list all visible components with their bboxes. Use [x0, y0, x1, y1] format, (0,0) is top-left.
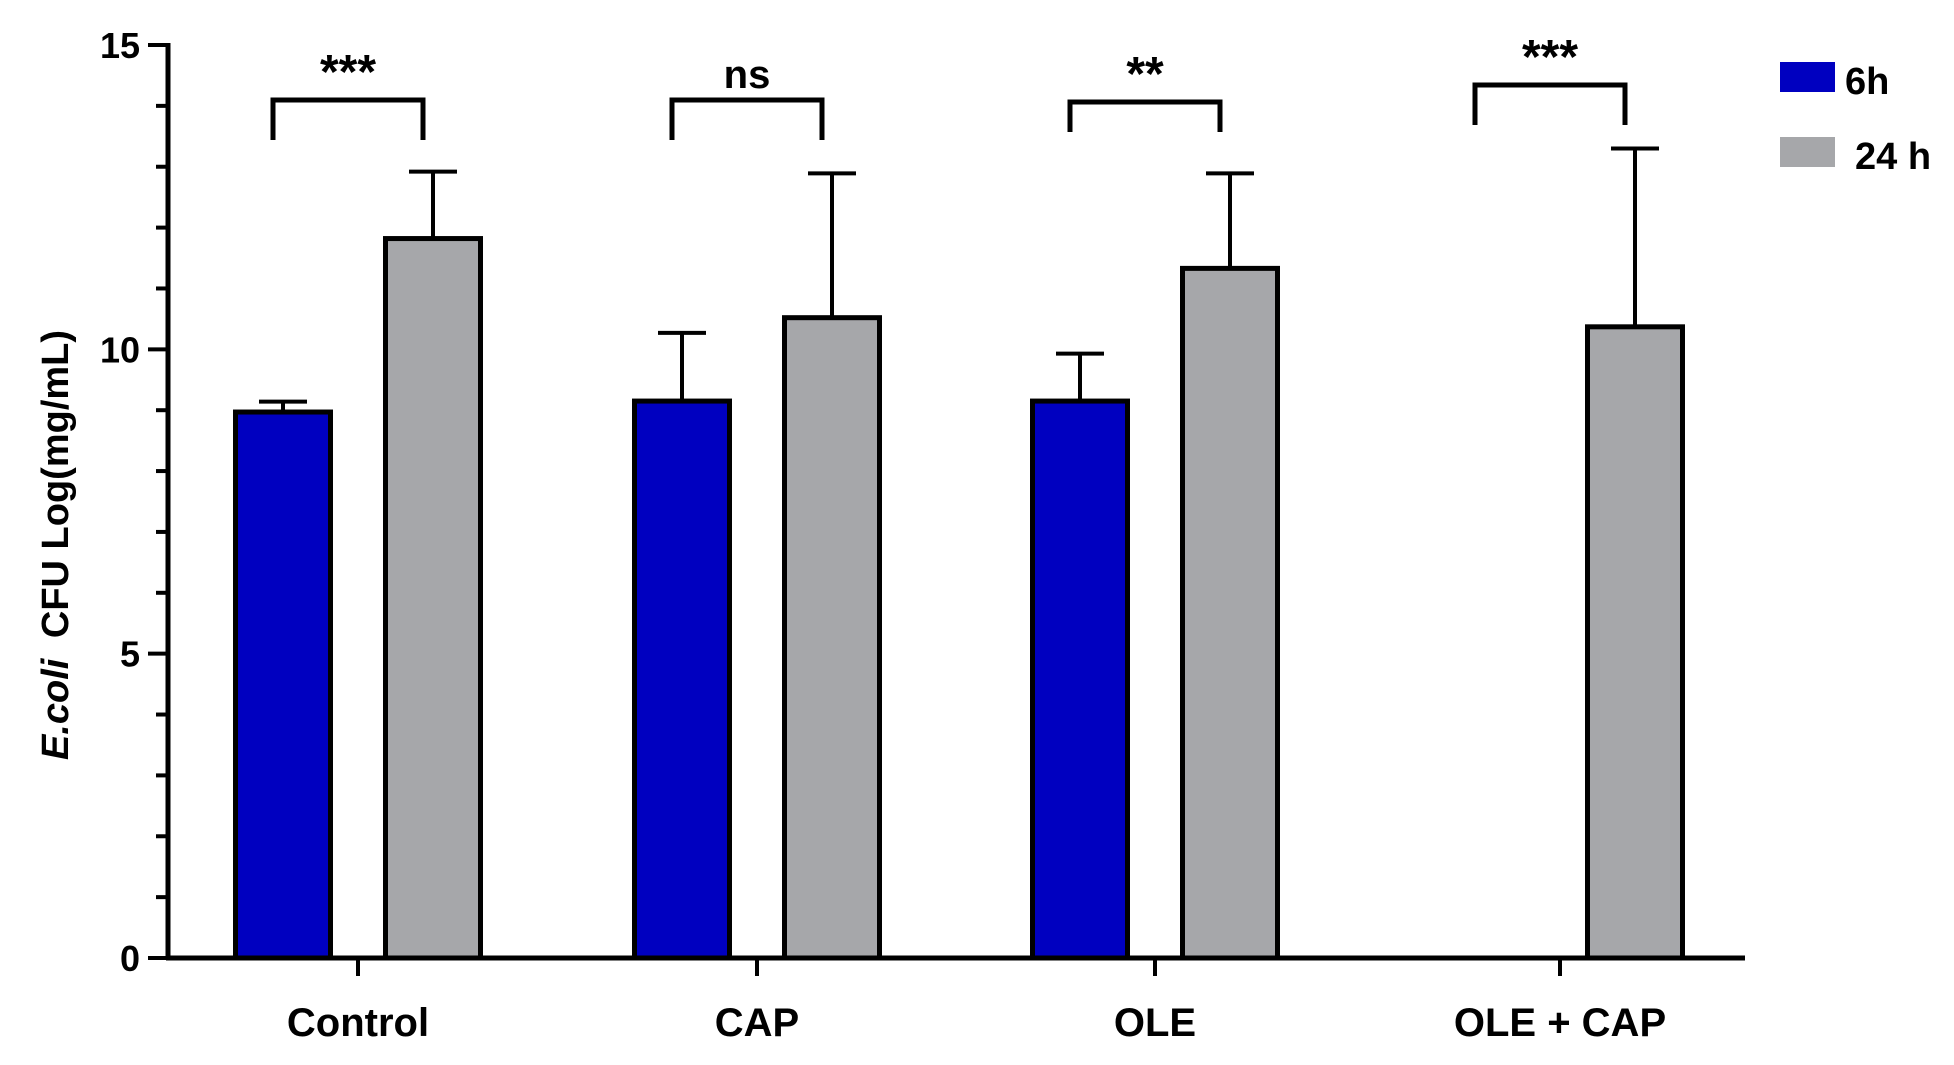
- y-tick-label: 5: [120, 634, 140, 675]
- y-axis-title-organism: E.coli: [35, 657, 77, 760]
- x-tick-label: OLE: [1114, 1001, 1196, 1045]
- legend-swatch: [1780, 62, 1835, 92]
- significance-label: ***: [320, 46, 376, 99]
- significance-brackets: *** ns ** ***: [270, 31, 1628, 140]
- significance-bracket: [1472, 82, 1628, 125]
- x-tick-label: OLE + CAP: [1454, 1001, 1666, 1045]
- bar-24h-OLEplusCAP: [1585, 324, 1685, 961]
- legend-label: 24 h: [1855, 136, 1931, 178]
- significance-label: ns: [724, 53, 771, 97]
- bar-6h-Control: [233, 409, 333, 961]
- bars: [233, 236, 1685, 961]
- y-tick-label: 0: [120, 938, 140, 979]
- legend: 6h 24 h: [1780, 61, 1931, 178]
- significance-bracket: [669, 97, 825, 140]
- axes: 0 5 10 15 Control CAP OLE OLE + CAP: [100, 25, 1745, 1045]
- x-tick-label: Control: [287, 1001, 429, 1045]
- y-tick-label: 15: [100, 25, 140, 66]
- significance-bracket: [270, 97, 426, 140]
- legend-label: 6h: [1845, 61, 1889, 103]
- error-bars: [259, 146, 1659, 413]
- significance-bracket: [1067, 99, 1223, 132]
- bar-6h-CAP: [632, 398, 732, 961]
- y-tick-label: 10: [100, 329, 140, 370]
- bar-24h-Control: [383, 236, 483, 961]
- bar-6h-OLE: [1030, 398, 1130, 961]
- significance-label: **: [1126, 48, 1164, 101]
- significance-label: ***: [1522, 31, 1578, 84]
- y-axis-title: E.coli CFU Log(mg/mL): [35, 330, 77, 760]
- y-axis-title-unit: CFU Log(mg/mL): [35, 330, 77, 638]
- bar-24h-CAP: [782, 315, 882, 961]
- legend-swatch: [1780, 137, 1835, 167]
- x-tick-label: CAP: [715, 1001, 799, 1045]
- bar-24h-OLE: [1180, 265, 1280, 961]
